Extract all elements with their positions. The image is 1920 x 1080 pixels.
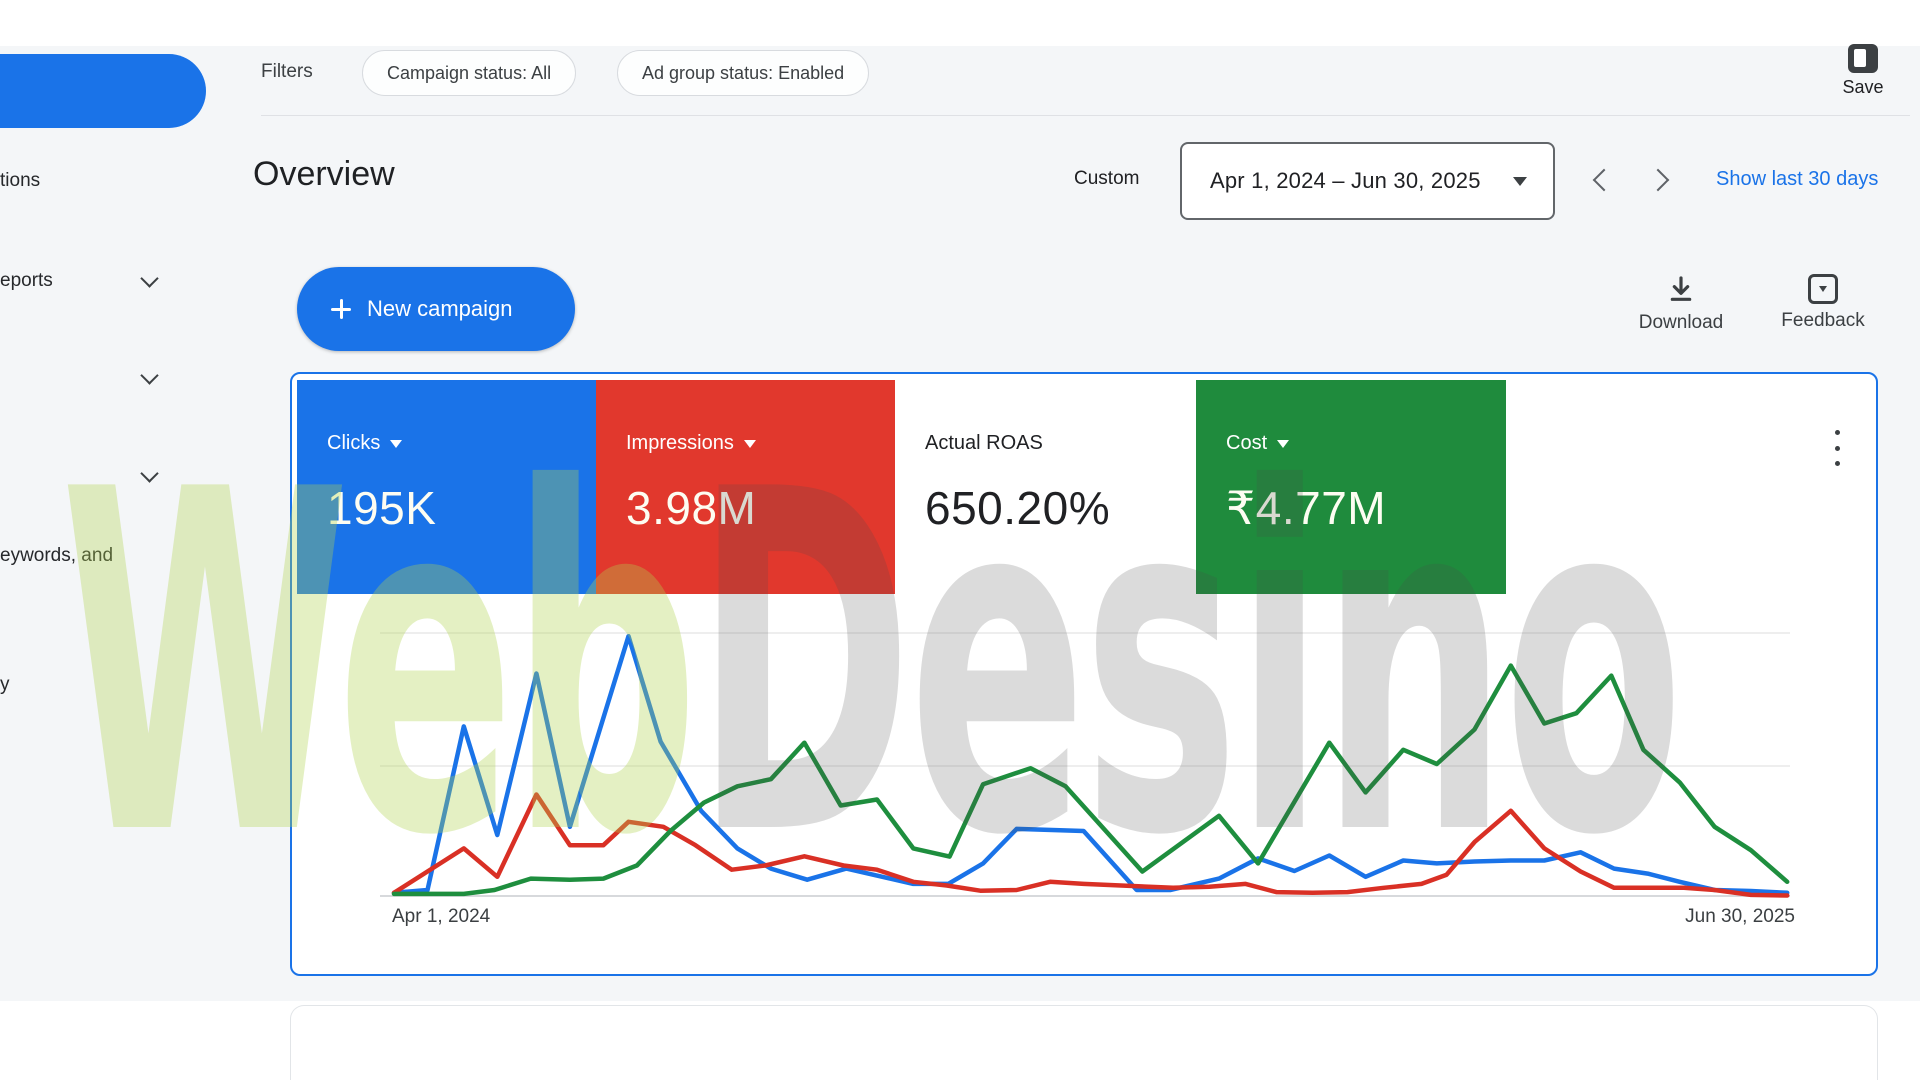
download-icon bbox=[1670, 276, 1692, 301]
save-button[interactable]: Save bbox=[1832, 44, 1894, 98]
series-line-cost bbox=[391, 663, 1790, 897]
ad-group-status-chip[interactable]: Ad group status: Enabled bbox=[617, 50, 870, 96]
metric-value: 3.98M bbox=[626, 482, 757, 534]
chip-label: Campaign status: All bbox=[387, 62, 552, 83]
previous-period-button[interactable] bbox=[1592, 168, 1616, 192]
next-period-button[interactable] bbox=[1646, 168, 1670, 192]
x-axis-start-label: Apr 1, 2024 bbox=[392, 906, 491, 927]
campaign-status-chip[interactable]: Campaign status: All bbox=[362, 50, 577, 96]
caret-down-icon[interactable] bbox=[743, 439, 756, 448]
chevron-down-icon[interactable] bbox=[140, 269, 159, 288]
save-icon bbox=[1848, 44, 1878, 73]
chip-label: Ad group status: Enabled bbox=[642, 62, 845, 83]
chevron-down-icon[interactable] bbox=[140, 464, 159, 483]
show-last-30-days-link[interactable]: Show last 30 days bbox=[1716, 168, 1879, 190]
sidebar-item-label: tions bbox=[0, 170, 41, 191]
metric-label: Clicks bbox=[327, 432, 381, 454]
date-range-type-label: Custom bbox=[1074, 168, 1140, 189]
metric-value: 195K bbox=[327, 482, 437, 534]
feedback-icon bbox=[1808, 274, 1838, 304]
topbar-divider bbox=[261, 115, 1910, 116]
sidebar-item-reports[interactable]: eports bbox=[0, 270, 53, 292]
date-range-selector[interactable]: Apr 1, 2024 – Jun 30, 2025 bbox=[1180, 142, 1555, 220]
sidebar-item-recommendations[interactable]: tions bbox=[0, 170, 40, 192]
feedback-label: Feedback bbox=[1781, 310, 1865, 331]
caret-down-icon[interactable] bbox=[1277, 439, 1290, 448]
save-label: Save bbox=[1842, 77, 1884, 97]
download-label: Download bbox=[1638, 312, 1724, 333]
plus-icon bbox=[331, 299, 351, 319]
sidebar-item-label: eports bbox=[0, 270, 53, 291]
date-range-text: Apr 1, 2024 – Jun 30, 2025 bbox=[1210, 168, 1481, 193]
chevron-down-icon[interactable] bbox=[140, 366, 159, 385]
download-button[interactable]: Download bbox=[1626, 274, 1736, 334]
sidebar-item-keywords[interactable]: eywords, and bbox=[0, 545, 113, 567]
overview-chart-card: Clicks 195K Impressions 3.98M Actual ROA… bbox=[290, 372, 1878, 976]
page-title: Overview bbox=[253, 155, 395, 193]
sidebar-item-partial[interactable]: y bbox=[0, 674, 10, 696]
new-campaign-label: New campaign bbox=[367, 296, 513, 321]
metric-label: Cost bbox=[1226, 432, 1268, 454]
sidebar-active-item-pill[interactable] bbox=[0, 54, 206, 128]
more-options-button[interactable] bbox=[1824, 430, 1850, 466]
metric-tile-clicks[interactable]: Clicks 195K bbox=[297, 380, 596, 594]
caret-down-icon[interactable] bbox=[390, 439, 403, 448]
metric-tile-impressions[interactable]: Impressions 3.98M bbox=[596, 380, 895, 594]
metric-value: 650.20% bbox=[925, 482, 1111, 534]
metric-label: Actual ROAS bbox=[925, 432, 1043, 454]
new-campaign-button[interactable]: New campaign bbox=[297, 267, 575, 351]
timeseries-chart bbox=[380, 632, 1790, 898]
sidebar-item-label: eywords, and bbox=[0, 545, 114, 566]
filters-label: Filters bbox=[261, 61, 313, 82]
metric-tile-actual-roas[interactable]: Actual ROAS 650.20% bbox=[895, 380, 1196, 594]
caret-down-icon bbox=[1513, 176, 1527, 186]
x-axis-end-label: Jun 30, 2025 bbox=[1685, 906, 1795, 927]
feedback-button[interactable]: Feedback bbox=[1768, 274, 1878, 332]
top-white-strip bbox=[0, 0, 1920, 46]
next-section-card bbox=[290, 1005, 1878, 1080]
metric-label: Impressions bbox=[626, 432, 734, 454]
metric-tile-cost[interactable]: Cost ₹4.77M bbox=[1196, 380, 1506, 594]
sidebar-item-label: y bbox=[0, 674, 10, 695]
series-line-impressions bbox=[391, 792, 1790, 898]
series-line-clicks bbox=[391, 633, 1790, 896]
metric-value: ₹4.77M bbox=[1226, 482, 1387, 534]
